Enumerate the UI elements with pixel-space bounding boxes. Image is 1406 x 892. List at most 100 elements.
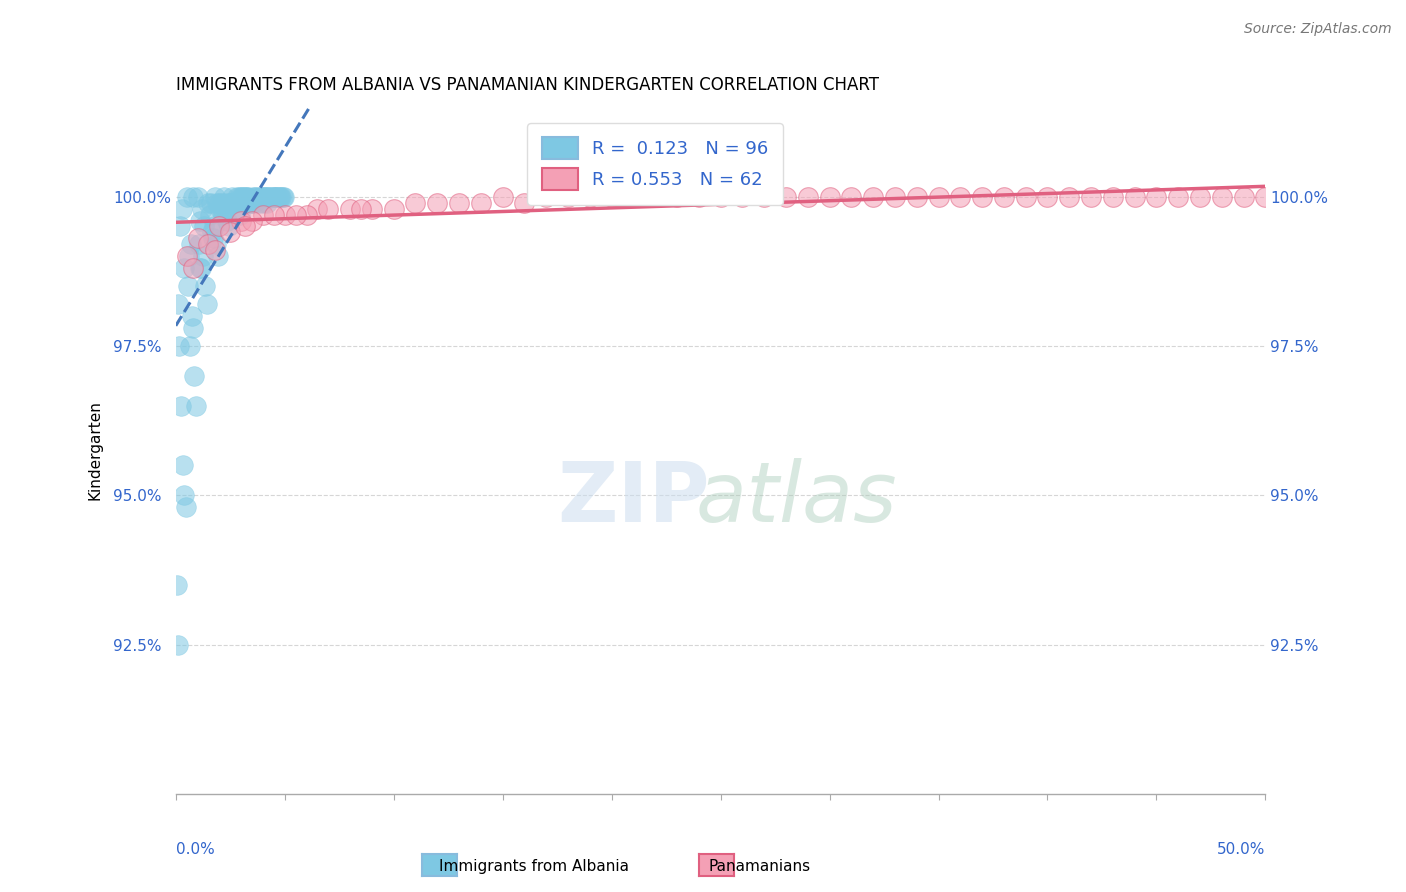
Point: [186, 231, 209, 245]
Point: [534, 189, 557, 203]
Point: [208, 219, 231, 234]
Point: [172, 458, 194, 473]
Point: [186, 189, 209, 203]
Point: [176, 189, 198, 203]
Point: [263, 208, 285, 222]
Point: [195, 297, 218, 311]
Point: [235, 219, 257, 234]
Point: [181, 261, 204, 276]
Point: [167, 638, 190, 652]
Point: [621, 189, 644, 203]
Point: [205, 237, 228, 252]
Point: [208, 195, 231, 210]
Point: [644, 189, 666, 203]
Text: Immigrants from Albania: Immigrants from Albania: [439, 859, 630, 874]
Point: [426, 195, 449, 210]
Point: [173, 261, 195, 276]
Point: [1211, 189, 1233, 203]
Point: [270, 189, 292, 203]
Point: [271, 189, 294, 203]
Point: [240, 213, 263, 227]
Point: [181, 189, 204, 203]
Point: [259, 189, 281, 203]
Text: ZIP: ZIP: [557, 458, 710, 539]
Point: [225, 189, 247, 203]
Point: [254, 189, 277, 203]
Point: [1015, 189, 1038, 203]
Point: [513, 195, 536, 210]
Point: [201, 226, 224, 240]
Point: [557, 189, 579, 203]
Point: [235, 189, 257, 203]
Point: [202, 219, 225, 234]
Point: [264, 189, 287, 203]
Point: [262, 189, 284, 203]
Point: [1036, 189, 1059, 203]
Point: [191, 249, 214, 263]
Point: [207, 249, 229, 263]
Legend: R =  0.123   N = 96, R = 0.553   N = 62: R = 0.123 N = 96, R = 0.553 N = 62: [527, 123, 783, 205]
Point: [218, 219, 240, 234]
Point: [231, 189, 253, 203]
Point: [731, 189, 754, 203]
Point: [229, 208, 252, 222]
Point: [295, 208, 318, 222]
Point: [242, 189, 264, 203]
Point: [252, 195, 274, 210]
Point: [249, 189, 271, 203]
Point: [225, 195, 247, 210]
Point: [447, 195, 470, 210]
Point: [170, 399, 193, 413]
Point: [492, 189, 515, 203]
Point: [470, 195, 492, 210]
Point: [197, 237, 219, 252]
Text: atlas: atlas: [696, 458, 897, 539]
Point: [257, 189, 280, 203]
Point: [269, 189, 291, 203]
Point: [350, 202, 373, 216]
Point: [211, 202, 233, 216]
Point: [186, 399, 208, 413]
Point: [198, 208, 221, 222]
Point: [173, 488, 195, 502]
Point: [1189, 189, 1212, 203]
Text: Source: ZipAtlas.com: Source: ZipAtlas.com: [1244, 22, 1392, 37]
Point: [215, 195, 238, 210]
Point: [201, 231, 224, 245]
Point: [235, 189, 257, 203]
Point: [259, 189, 281, 203]
Point: [177, 279, 200, 293]
Point: [1146, 189, 1168, 203]
Point: [209, 202, 232, 216]
Point: [253, 189, 276, 203]
Point: [215, 213, 238, 227]
Point: [239, 195, 262, 210]
Point: [181, 309, 204, 323]
Point: [190, 261, 212, 276]
Point: [405, 195, 427, 210]
Point: [1254, 189, 1277, 203]
Point: [191, 202, 214, 216]
Point: [1102, 189, 1125, 203]
Point: [264, 189, 287, 203]
Point: [169, 219, 191, 234]
Point: [179, 339, 201, 353]
Point: [197, 195, 219, 210]
Y-axis label: Kindergarten: Kindergarten: [87, 401, 103, 500]
Point: [1233, 189, 1256, 203]
Point: [221, 195, 243, 210]
Point: [167, 297, 190, 311]
Point: [1059, 189, 1081, 203]
Text: IMMIGRANTS FROM ALBANIA VS PANAMANIAN KINDERGARTEN CORRELATION CHART: IMMIGRANTS FROM ALBANIA VS PANAMANIAN KI…: [176, 77, 879, 95]
Point: [252, 208, 274, 222]
Point: [361, 202, 384, 216]
Point: [233, 189, 256, 203]
Point: [204, 244, 226, 258]
Point: [284, 208, 307, 222]
Point: [862, 189, 884, 203]
Point: [240, 195, 263, 210]
Point: [180, 237, 202, 252]
Point: [226, 202, 249, 216]
Text: 50.0%: 50.0%: [1218, 842, 1265, 856]
Point: [1167, 189, 1189, 203]
